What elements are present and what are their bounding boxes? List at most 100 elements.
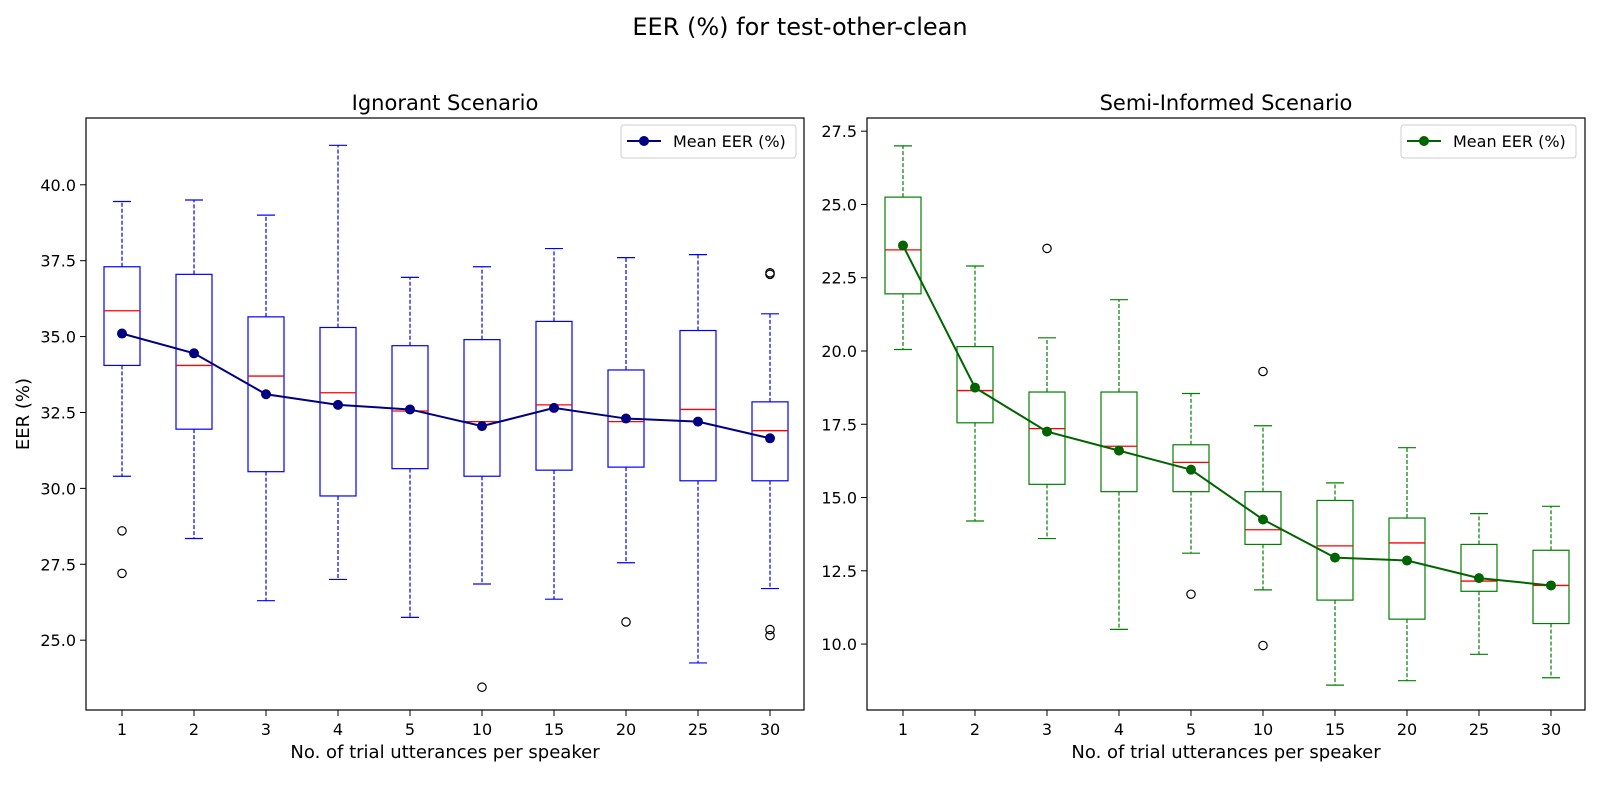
y-tick-label: 25.0 bbox=[821, 195, 857, 214]
mean-eer-point bbox=[1330, 552, 1340, 563]
mean-eer-line bbox=[121, 332, 771, 440]
y-tick-label: 30.0 bbox=[40, 479, 76, 498]
x-tick-label: 3 bbox=[261, 720, 271, 739]
mean-eer-point bbox=[261, 389, 271, 400]
outlier-point bbox=[765, 630, 775, 641]
mean-eer-point bbox=[1042, 426, 1052, 437]
x-tick-label: 10 bbox=[472, 720, 492, 739]
iqr-box bbox=[247, 316, 285, 473]
y-tick-label: 27.5 bbox=[821, 122, 857, 141]
mean-eer-point bbox=[693, 416, 703, 427]
mean-eer-point bbox=[117, 328, 127, 339]
box-4 bbox=[319, 144, 357, 581]
panel-title: Ignorant Scenario bbox=[352, 91, 539, 115]
iqr-box bbox=[319, 326, 357, 497]
box-20 bbox=[607, 257, 645, 627]
iqr-box bbox=[1388, 517, 1426, 620]
mean-eer-point bbox=[549, 402, 559, 413]
x-tick-label: 4 bbox=[1114, 720, 1124, 739]
y-tick-label: 37.5 bbox=[40, 252, 76, 271]
outlier-point bbox=[117, 568, 127, 579]
mean-eer-point bbox=[1474, 573, 1484, 584]
outlier-point bbox=[765, 624, 775, 635]
mean-eer-point bbox=[477, 421, 487, 432]
x-tick-label: 30 bbox=[760, 720, 780, 739]
mean-eer-point bbox=[1114, 445, 1124, 456]
box-25 bbox=[679, 254, 717, 664]
iqr-box bbox=[956, 345, 994, 424]
figure-title: EER (%) for test-other-clean bbox=[632, 13, 967, 41]
y-tick-label: 35.0 bbox=[40, 328, 76, 347]
legend-marker bbox=[639, 136, 649, 146]
x-tick-label: 20 bbox=[1397, 720, 1417, 739]
x-tick-label: 5 bbox=[1186, 720, 1196, 739]
x-tick-label: 2 bbox=[970, 720, 980, 739]
x-axis-label: No. of trial utterances per speaker bbox=[290, 742, 600, 763]
legend: Mean EER (%) bbox=[620, 124, 797, 159]
iqr-box bbox=[175, 273, 213, 430]
plot-area: 10.0 12.5 15.0 17.5 20.0 22.5 25.0 27.5 1 2 3 4 5 10 1… bbox=[821, 117, 1586, 739]
box-30 bbox=[1532, 505, 1570, 679]
x-tick-label: 5 bbox=[405, 720, 415, 739]
y-tick-label: 40.0 bbox=[40, 176, 76, 195]
iqr-box bbox=[103, 266, 141, 367]
mean-eer-point bbox=[1402, 555, 1412, 566]
box-3 bbox=[1028, 243, 1066, 540]
x-tick-label: 25 bbox=[688, 720, 708, 739]
x-tick-label: 20 bbox=[616, 720, 636, 739]
y-tick-label: 25.0 bbox=[40, 631, 76, 650]
iqr-box bbox=[463, 339, 501, 477]
iqr-box bbox=[535, 320, 573, 471]
iqr-box bbox=[1460, 543, 1498, 592]
x-tick-label: 1 bbox=[117, 720, 127, 739]
mean-eer-point bbox=[1186, 464, 1196, 475]
ignorant-scenario-panel: Ignorant Scenario EER (%) No. of trial u… bbox=[13, 91, 805, 763]
mean-eer-point bbox=[621, 413, 631, 424]
iqr-box bbox=[391, 345, 429, 470]
box-10 bbox=[1244, 366, 1282, 651]
box-1 bbox=[884, 145, 922, 351]
mean-eer-point bbox=[970, 382, 980, 393]
mean-eer-point bbox=[1546, 580, 1556, 591]
box-5 bbox=[1172, 392, 1210, 600]
x-tick-label: 15 bbox=[544, 720, 564, 739]
y-tick-label: 27.5 bbox=[40, 555, 76, 574]
legend-label: Mean EER (%) bbox=[673, 132, 786, 151]
iqr-box bbox=[751, 401, 789, 482]
mean-eer-point bbox=[1258, 514, 1268, 525]
panel-title: Semi-Informed Scenario bbox=[1100, 91, 1353, 115]
x-tick-label: 15 bbox=[1325, 720, 1345, 739]
mean-eer-line bbox=[902, 245, 1552, 587]
iqr-box bbox=[1100, 391, 1138, 493]
x-tick-label: 2 bbox=[189, 720, 199, 739]
outlier-point bbox=[477, 682, 487, 693]
iqr-box bbox=[884, 196, 922, 295]
legend-frame bbox=[1400, 124, 1577, 159]
mean-eer-point bbox=[765, 433, 775, 444]
axes-frame bbox=[866, 117, 1586, 711]
box-2 bbox=[175, 199, 213, 540]
legend-marker bbox=[1419, 136, 1429, 146]
box-1 bbox=[103, 200, 141, 579]
plot-area: 25.0 27.5 30.0 32.5 35.0 37.5 40.0 1 2 3 4 5 10 15 20 2… bbox=[40, 117, 805, 739]
axes-frame bbox=[85, 117, 805, 711]
y-tick-label: 15.0 bbox=[821, 489, 857, 508]
y-tick-label: 22.5 bbox=[821, 269, 857, 288]
mean-eer-point bbox=[333, 399, 343, 410]
box-15 bbox=[1316, 482, 1354, 686]
y-tick-label: 32.5 bbox=[40, 403, 76, 422]
iqr-box bbox=[679, 329, 717, 482]
iqr-box bbox=[1316, 499, 1354, 601]
legend-frame bbox=[620, 124, 797, 159]
iqr-box bbox=[1028, 391, 1066, 485]
box-3 bbox=[247, 214, 285, 602]
y-tick-label: 20.0 bbox=[821, 342, 857, 361]
y-axis-label: EER (%) bbox=[13, 378, 34, 450]
box-10 bbox=[463, 266, 501, 693]
x-axis-label: No. of trial utterances per speaker bbox=[1071, 742, 1381, 763]
iqr-box bbox=[1172, 444, 1210, 493]
y-tick-label: 12.5 bbox=[821, 562, 857, 581]
x-tick-label: 1 bbox=[898, 720, 908, 739]
box-20 bbox=[1388, 447, 1426, 682]
mean-eer-point bbox=[405, 404, 415, 415]
